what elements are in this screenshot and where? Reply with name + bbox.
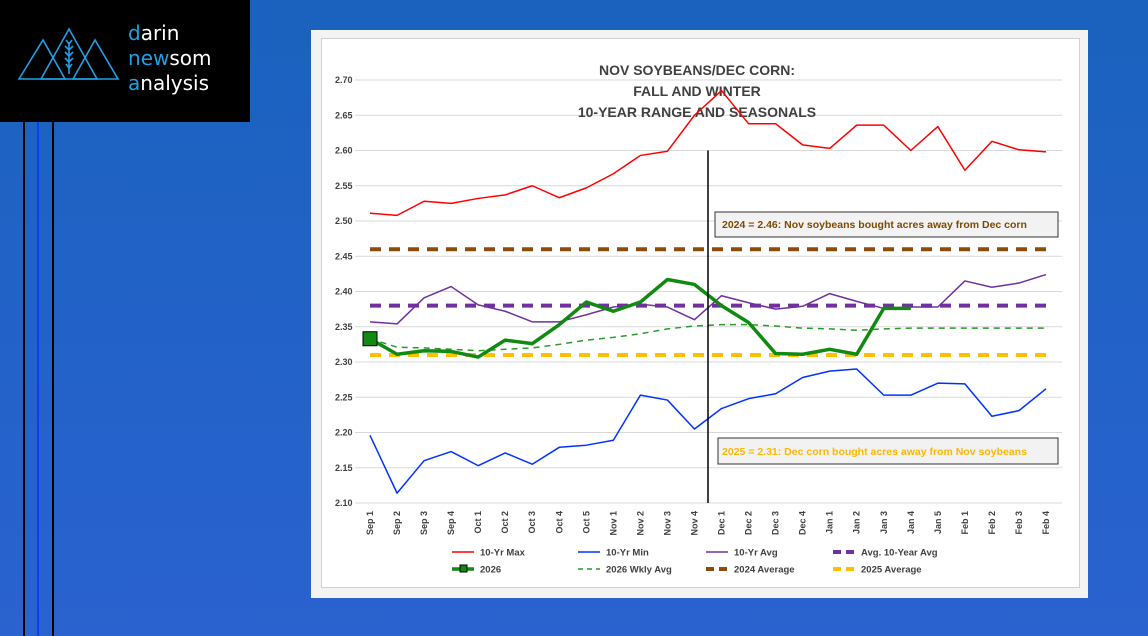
y-tick-label: 2.25: [335, 392, 353, 402]
x-tick-label: Oct 5: [581, 511, 591, 534]
legend-label: 10-Yr Max: [480, 548, 526, 559]
chart-title-line-2: FALL AND WINTER: [633, 83, 761, 99]
x-tick-label: Dec 4: [798, 511, 808, 535]
x-tick-label: Oct 2: [500, 511, 510, 534]
series-10-yr-max: [369, 89, 1047, 217]
x-tick-label: Oct 1: [473, 511, 483, 534]
x-tick-label: Nov 2: [635, 511, 645, 536]
series-2026-marker: [362, 331, 378, 347]
chart-title-line-1: NOV SOYBEANS/DEC CORN:: [599, 62, 795, 78]
y-tick-label: 2.65: [335, 110, 353, 120]
legend-item: 2024 Average: [706, 565, 795, 576]
x-tick-label: Nov 4: [689, 511, 699, 536]
legend-label: 2025 Average: [861, 565, 922, 576]
decor-stripe-black-1: [23, 122, 25, 636]
legend-label: 2024 Average: [734, 565, 795, 576]
x-tick-label: Jan 3: [879, 511, 889, 534]
y-tick-label: 2.40: [335, 287, 353, 297]
x-tick-label: Oct 4: [554, 511, 564, 534]
legend-item: Avg. 10-Year Avg: [833, 548, 938, 559]
series-2026-wkly-avg: [369, 323, 1046, 352]
legend-marker-icon: [459, 564, 468, 573]
y-tick-label: 2.30: [335, 357, 353, 367]
y-tick-label: 2.60: [335, 146, 353, 156]
x-tick-label: Jan 2: [852, 511, 862, 534]
y-tick-label: 2.10: [335, 498, 353, 508]
legend-item: 2026 Wkly Avg: [578, 565, 672, 576]
x-tick-label: Sep 4: [446, 511, 456, 535]
x-tick-label: Nov 3: [662, 511, 672, 536]
legend-item: 10-Yr Avg: [706, 548, 778, 559]
logo-word-newsom: newsom: [128, 46, 212, 70]
y-tick-label: 2.15: [335, 463, 353, 473]
legend-label: 2026 Wkly Avg: [606, 565, 672, 576]
x-tick-label: Sep 3: [419, 511, 429, 535]
y-tick-label: 2.70: [335, 75, 353, 85]
x-tick-label: Jan 1: [825, 511, 835, 534]
y-tick-label: 2.55: [335, 181, 353, 191]
x-tick-label: Dec 2: [744, 511, 754, 535]
legend-item: 10-Yr Min: [578, 548, 649, 559]
legend-label: 10-Yr Min: [606, 548, 649, 559]
x-tick-label: Feb 2: [987, 511, 997, 535]
x-tick-label: Jan 5: [933, 511, 943, 534]
decor-stripe-black-2: [52, 122, 54, 636]
x-tick-label: Oct 3: [527, 511, 537, 534]
legend-item: 2025 Average: [833, 565, 922, 576]
darin-newsom-logo: darin newsom analysis: [0, 0, 250, 122]
y-tick-label: 2.20: [335, 428, 353, 438]
series-2026: [369, 277, 911, 359]
legend-label: Avg. 10-Year Avg: [861, 548, 938, 559]
logo-word-darin: darin: [128, 21, 180, 45]
annotation-2025-text: 2025 = 2.31: Dec corn bought acres away …: [722, 446, 1027, 458]
x-tick-label: Feb 1: [960, 511, 970, 535]
y-tick-label: 2.45: [335, 251, 353, 261]
legend-item: 10-Yr Max: [452, 548, 526, 559]
x-tick-label: Sep 1: [365, 511, 375, 535]
y-tick-label: 2.35: [335, 322, 353, 332]
logo-word-analysis: analysis: [128, 71, 209, 95]
decor-stripe-blue: [37, 122, 39, 636]
x-tick-label: Nov 1: [608, 511, 618, 536]
legend-label: 10-Yr Avg: [734, 548, 778, 559]
annotation-2024-text: 2024 = 2.46: Nov soybeans bought acres a…: [722, 219, 1027, 231]
x-tick-label: Dec 3: [771, 511, 781, 535]
annotation-2024: 2024 = 2.46: Nov soybeans bought acres a…: [714, 211, 1059, 238]
x-tick-label: Dec 1: [717, 511, 727, 535]
x-tick-label: Feb 3: [1014, 511, 1024, 535]
legend-item: 2026: [452, 564, 501, 576]
legend-label: 2026: [480, 565, 501, 576]
mountain-wheat-icon: [17, 27, 120, 80]
y-tick-label: 2.50: [335, 216, 353, 226]
x-tick-label: Sep 2: [392, 511, 402, 535]
x-tick-label: Jan 4: [906, 511, 916, 534]
x-tick-label: Feb 4: [1041, 511, 1051, 535]
annotation-2025: 2025 = 2.31: Dec corn bought acres away …: [717, 437, 1059, 465]
